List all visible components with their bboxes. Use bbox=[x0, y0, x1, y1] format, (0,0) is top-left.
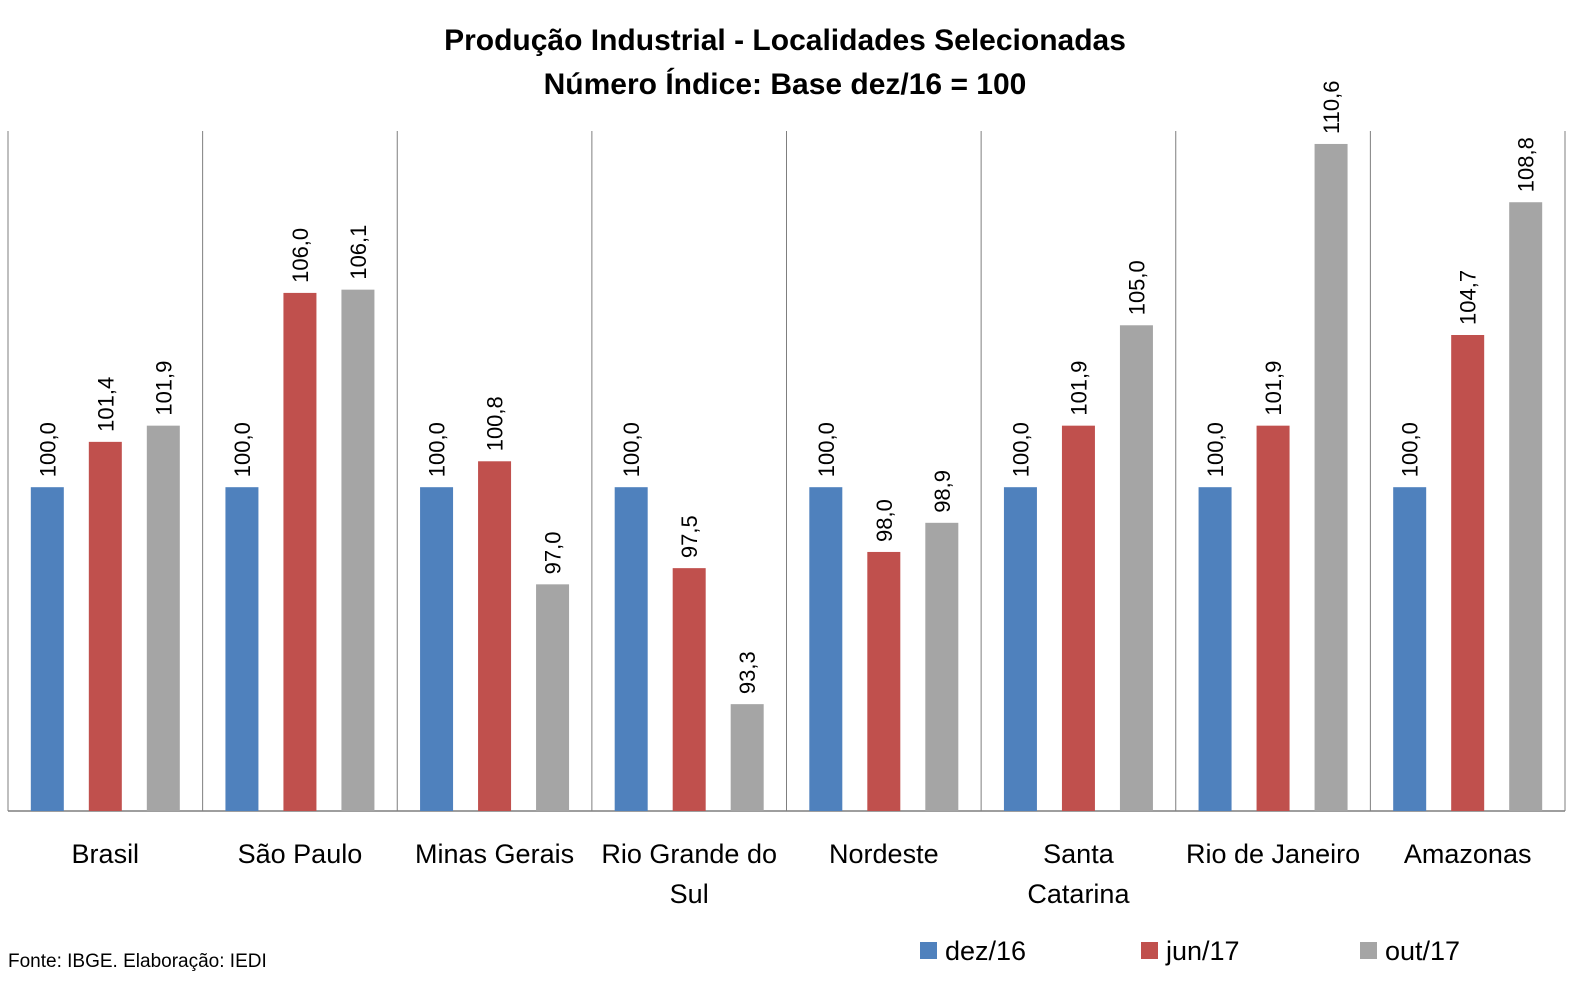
value-label: 100,0 bbox=[814, 422, 839, 477]
value-label: 97,0 bbox=[541, 532, 566, 575]
bar-jun-17-3 bbox=[672, 568, 706, 811]
bar-jun-17-4 bbox=[867, 551, 901, 811]
legend-swatch-jun-17 bbox=[1141, 942, 1158, 959]
bar-out-17-4 bbox=[925, 522, 959, 811]
value-label: 101,4 bbox=[93, 377, 118, 432]
bar-dez-16-1 bbox=[225, 487, 259, 811]
category-label: Santa bbox=[1043, 839, 1115, 869]
value-label: 100,0 bbox=[425, 422, 450, 477]
value-label: 98,0 bbox=[872, 499, 897, 542]
bar-out-17-7 bbox=[1509, 202, 1543, 811]
legend-label: jun/17 bbox=[1165, 936, 1240, 966]
category-label: Amazonas bbox=[1404, 839, 1532, 869]
value-label: 98,9 bbox=[930, 470, 955, 513]
chart-title-line-1: Produção Industrial - Localidades Seleci… bbox=[444, 24, 1126, 57]
value-label: 100,0 bbox=[1008, 422, 1033, 477]
bar-jun-17-1 bbox=[283, 292, 317, 811]
value-label: 110,6 bbox=[1319, 81, 1344, 134]
bar-dez-16-6 bbox=[1198, 487, 1232, 811]
bar-jun-17-6 bbox=[1256, 425, 1290, 811]
category-label: São Paulo bbox=[238, 839, 363, 869]
value-label: 100,8 bbox=[483, 396, 508, 451]
value-label: 101,9 bbox=[1261, 361, 1286, 416]
bars bbox=[30, 143, 1543, 812]
legend-swatch-out-17 bbox=[1360, 942, 1377, 959]
bar-dez-16-4 bbox=[809, 487, 843, 811]
value-label: 108,8 bbox=[1514, 137, 1539, 192]
value-label: 100,0 bbox=[1398, 422, 1423, 477]
bar-dez-16-2 bbox=[420, 487, 454, 811]
bar-dez-16-3 bbox=[614, 487, 648, 811]
bar-out-17-6 bbox=[1314, 143, 1348, 811]
value-label: 100,0 bbox=[619, 422, 644, 477]
bar-out-17-1 bbox=[341, 289, 375, 812]
bar-jun-17-2 bbox=[478, 461, 512, 811]
bar-dez-16-0 bbox=[30, 487, 64, 811]
value-labels: 100,0 100,0 100,0 100,0 100,0 100,0 100,0 100,0… bbox=[35, 81, 1538, 695]
bar-out-17-0 bbox=[146, 425, 180, 811]
legend-label: dez/16 bbox=[945, 936, 1026, 966]
value-label: 101,9 bbox=[1066, 361, 1091, 416]
bar-dez-16-5 bbox=[1003, 487, 1037, 811]
bar-jun-17-5 bbox=[1061, 425, 1095, 811]
legend-swatch-dez-16 bbox=[920, 942, 937, 959]
value-label: 100,0 bbox=[1203, 422, 1228, 477]
plot-frame bbox=[7, 131, 1566, 812]
category-label: Brasil bbox=[72, 839, 140, 869]
chart-title: Produção Industrial - Localidades Seleci… bbox=[444, 24, 1126, 101]
value-label: 101,9 bbox=[151, 361, 176, 416]
bar-dez-16-7 bbox=[1393, 487, 1427, 811]
bar-out-17-5 bbox=[1119, 325, 1153, 811]
legend-label: out/17 bbox=[1385, 936, 1460, 966]
legend: dez/16 jun/17 out/17 bbox=[920, 936, 1460, 966]
value-label: 105,0 bbox=[1124, 260, 1149, 315]
bar-jun-17-7 bbox=[1451, 335, 1485, 811]
category-label: Minas Gerais bbox=[415, 839, 574, 869]
category-labels: Brasil São Paulo Minas Gerais Rio Grande do… bbox=[72, 839, 1532, 909]
category-label: Catarina bbox=[1027, 879, 1130, 909]
bar-out-17-3 bbox=[730, 704, 764, 811]
category-label: Rio de Janeiro bbox=[1186, 839, 1360, 869]
value-label: 100,0 bbox=[35, 422, 60, 477]
value-label: 104,7 bbox=[1456, 270, 1481, 325]
chart-title-line-2: Número Índice: Base dez/16 = 100 bbox=[544, 67, 1027, 101]
value-label: 106,0 bbox=[288, 228, 313, 283]
value-label: 93,3 bbox=[735, 651, 760, 694]
value-label: 100,0 bbox=[230, 422, 255, 477]
bar-out-17-2 bbox=[536, 584, 570, 811]
category-label: Sul bbox=[670, 879, 709, 909]
category-label: Nordeste bbox=[829, 839, 939, 869]
category-label: Rio Grande do bbox=[601, 839, 777, 869]
value-label: 97,5 bbox=[677, 515, 702, 558]
source-note: Fonte: IBGE. Elaboração: IEDI bbox=[8, 951, 267, 972]
bar-jun-17-0 bbox=[88, 441, 122, 811]
value-label: 106,1 bbox=[346, 225, 371, 280]
